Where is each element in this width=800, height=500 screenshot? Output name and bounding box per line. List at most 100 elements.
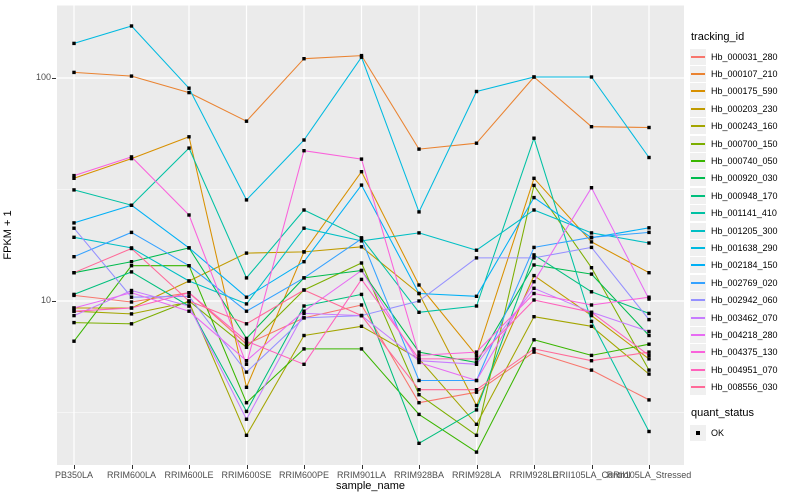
data-point: [302, 309, 306, 313]
data-point: [474, 433, 479, 437]
legend-item-Hb_000948_170: Hb_000948_170: [690, 187, 798, 204]
data-point: [244, 276, 249, 280]
line-swatch-icon: [691, 299, 705, 302]
legend-item-Hb_001205_300: Hb_001205_300: [690, 222, 798, 239]
data-point: [72, 188, 76, 192]
series-line-swatch: [690, 292, 706, 309]
data-point: [187, 135, 191, 139]
data-point: [187, 291, 191, 295]
data-point: [589, 313, 594, 318]
data-point: [589, 359, 594, 363]
data-point: [244, 362, 249, 366]
data-point: [129, 264, 134, 268]
x-axis-tick: [591, 465, 593, 469]
data-point: [359, 268, 364, 273]
data-point: [302, 316, 306, 320]
series-line-swatch: [690, 83, 706, 100]
data-point: [359, 170, 364, 174]
x-axis-tick: [649, 465, 650, 469]
y-axis-tick: [52, 300, 56, 302]
data-point: [532, 183, 536, 188]
data-point: [532, 195, 536, 200]
data-point: [359, 277, 364, 282]
data-point: [244, 385, 249, 389]
line-swatch-icon: [691, 316, 705, 319]
data-point: [129, 295, 134, 299]
data-point: [532, 298, 536, 302]
data-point: [532, 136, 536, 140]
line-swatch-icon: [691, 177, 705, 180]
data-point: [532, 256, 536, 260]
x-tick-label-RRIM600SE: RRIM600SE: [221, 470, 272, 480]
data-point: [589, 290, 594, 294]
data-point: [72, 313, 76, 318]
data-point: [302, 333, 306, 338]
line-swatch-icon: [691, 125, 705, 128]
legend-item-label: Hb_000243_160: [711, 121, 778, 132]
data-point: [72, 309, 76, 313]
line-swatch-icon: [691, 351, 705, 354]
x-tick-label-RRIM928LA: RRIM928LA: [451, 470, 502, 480]
line-swatch-icon: [691, 90, 705, 93]
data-point: [532, 273, 536, 278]
data-point: [72, 271, 76, 275]
x-tick-label-RRIM928LE: RRIM928LE: [509, 470, 559, 480]
x-axis-tick: [131, 465, 133, 469]
data-point: [72, 70, 76, 75]
legend-item-Hb_001638_290: Hb_001638_290: [690, 239, 798, 256]
data-point: [589, 319, 594, 324]
data-point: [359, 261, 364, 265]
data-point: [647, 398, 651, 402]
legend-item-Hb_002942_060: Hb_002942_060: [690, 291, 798, 309]
data-point: [72, 173, 76, 178]
data-point: [589, 231, 594, 235]
data-point: [532, 280, 536, 284]
series-line-swatch: [690, 48, 706, 65]
legend-item-label: Hb_001638_290: [711, 242, 778, 253]
data-point: [474, 360, 479, 365]
data-point: [72, 320, 76, 325]
data-point: [302, 138, 306, 142]
series-line-swatch: [690, 205, 706, 222]
data-point: [244, 401, 249, 405]
series-line-swatch: [690, 135, 706, 152]
data-point: [474, 408, 479, 412]
line-swatch-icon: [691, 212, 705, 215]
line-swatch-icon: [691, 55, 705, 58]
data-point: [244, 342, 249, 346]
data-point: [72, 339, 76, 343]
legend-item-Hb_003462_070: Hb_003462_070: [690, 309, 798, 326]
data-point: [589, 310, 594, 314]
data-point: [417, 283, 421, 287]
data-point: [532, 347, 536, 351]
data-point: [359, 245, 364, 249]
legend-items: Hb_000031_280 Hb_000107_210 Hb_000175_590 H…: [690, 48, 798, 396]
data-point: [72, 235, 76, 239]
legend-item-label: OK: [711, 427, 725, 438]
data-point: [474, 390, 479, 394]
data-point: [474, 403, 479, 408]
data-point: [417, 401, 421, 405]
data-point: [417, 353, 421, 358]
data-point: [589, 240, 594, 244]
data-point: [72, 292, 76, 297]
data-point: [647, 311, 651, 316]
data-point: [589, 303, 594, 307]
data-point: [647, 155, 651, 160]
data-point: [187, 86, 191, 90]
line-swatch-icon: [691, 73, 705, 76]
data-point: [187, 304, 191, 308]
data-point: [302, 311, 306, 316]
data-point: [589, 125, 594, 129]
series-line-swatch: [690, 222, 706, 239]
data-point: [302, 250, 306, 254]
data-point: [129, 246, 134, 251]
data-point: [417, 359, 421, 363]
data-point: [72, 255, 76, 259]
data-point: [302, 347, 306, 351]
legend-item-Hb_004375_130: Hb_004375_130: [690, 344, 798, 361]
data-point: [647, 353, 651, 358]
line-swatch-icon: [691, 194, 705, 197]
